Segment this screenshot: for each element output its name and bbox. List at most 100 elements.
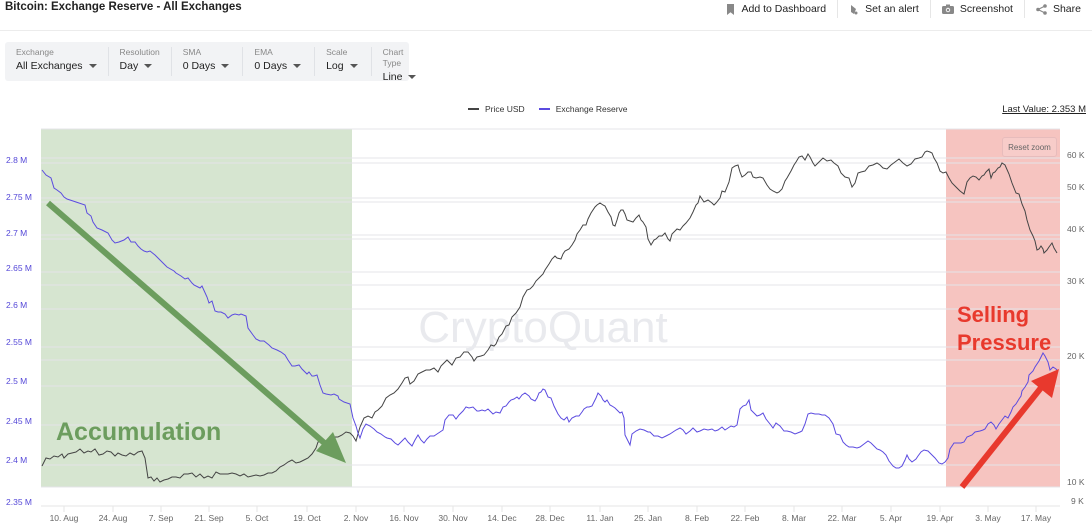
x-axis-ticks [63, 506, 1037, 512]
legend-label-price: Price USD [485, 104, 525, 114]
filter-resolution-value: Day [119, 60, 139, 72]
watermark: CryptoQuant [418, 303, 667, 352]
bell-icon [849, 4, 859, 15]
add-to-dashboard-label: Add to Dashboard [741, 3, 827, 15]
filter-ema[interactable]: EMA 0 Days [242, 47, 314, 76]
caret-down-icon [144, 64, 153, 68]
set-alert-label: Set an alert [865, 3, 919, 15]
share-icon [1036, 3, 1047, 15]
caret-down-icon [349, 64, 358, 68]
x-tick: 21. Sep [194, 513, 224, 523]
legend-swatch-reserve [538, 108, 550, 110]
reset-zoom-button[interactable]: Reset zoom [1002, 137, 1057, 157]
screenshot-label: Screenshot [959, 3, 1013, 15]
page-title: Bitcoin: Exchange Reserve - All Exchange… [5, 1, 242, 13]
x-tick: 16. Nov [389, 513, 419, 523]
x-tick: 8. Mar [782, 513, 806, 523]
x-tick: 22. Feb [731, 513, 760, 523]
header-actions: Add to Dashboard Set an alert Screenshot… [715, 0, 1092, 18]
chart-legend: Price USD Exchange Reserve [468, 104, 628, 114]
caret-down-icon [88, 64, 97, 68]
selling-pressure-line1: Selling [957, 302, 1030, 327]
y-axis-left: 2.8 M 2.75 M 2.7 M 2.65 M 2.6 M 2.55 M 2… [6, 155, 32, 507]
x-tick: 24. Aug [99, 513, 128, 523]
y-right-tick: 9 K [1071, 496, 1084, 506]
screenshot-button[interactable]: Screenshot [929, 0, 1024, 18]
y-right-tick: 50 K [1067, 182, 1085, 192]
filter-scale-value: Log [326, 60, 344, 72]
legend-item-reserve[interactable]: Exchange Reserve [538, 104, 628, 114]
y-left-tick: 2.4 M [6, 455, 27, 465]
filter-chart-type-label: Chart Type [382, 47, 404, 68]
y-left-tick: 2.35 M [6, 497, 32, 507]
filter-ema-value: 0 Days [254, 60, 288, 72]
x-tick: 10. Aug [50, 513, 79, 523]
y-left-tick: 2.5 M [6, 376, 27, 386]
filter-sma[interactable]: SMA 0 Days [170, 47, 243, 76]
x-tick: 11. Jan [586, 513, 614, 523]
x-tick: 19. Apr [927, 513, 954, 523]
filter-chart-type-value: Line [382, 71, 403, 83]
caret-down-icon [221, 64, 230, 68]
x-tick: 5. Apr [880, 513, 902, 523]
x-tick: 3. May [975, 513, 1001, 523]
filter-sma-label: SMA [182, 47, 202, 57]
legend-item-price[interactable]: Price USD [468, 104, 525, 114]
filter-exchange[interactable]: Exchange All Exchanges [5, 47, 108, 76]
filter-resolution-label: Resolution [119, 47, 160, 57]
filter-sma-value: 0 Days [182, 60, 216, 72]
filter-resolution[interactable]: Resolution Day [107, 47, 171, 76]
x-tick: 7. Sep [149, 513, 174, 523]
y-left-tick: 2.65 M [6, 263, 32, 273]
x-tick: 2. Nov [344, 513, 369, 523]
header-divider [0, 30, 1092, 31]
x-axis-labels: 10. Aug 24. Aug 7. Sep 21. Sep 5. Oct 19… [50, 513, 1052, 523]
bookmark-icon [726, 3, 735, 15]
accumulation-arrow [46, 200, 346, 463]
filter-bar: Exchange All Exchanges Resolution Day SM… [5, 42, 417, 83]
x-tick: 17. May [1021, 513, 1052, 523]
y-right-tick: 60 K [1067, 150, 1085, 160]
x-tick: 5. Oct [246, 513, 269, 523]
y-left-tick: 2.45 M [6, 416, 32, 426]
caret-down-icon [293, 64, 302, 68]
y-right-tick: 20 K [1067, 351, 1085, 361]
camera-icon [941, 4, 954, 14]
share-button[interactable]: Share [1023, 0, 1092, 18]
y-left-tick: 2.7 M [6, 228, 27, 238]
series-exchange-reserve [41, 169, 1059, 469]
add-to-dashboard-button[interactable]: Add to Dashboard [715, 0, 837, 18]
caret-down-icon [408, 75, 417, 79]
y-left-tick: 2.8 M [6, 155, 27, 165]
set-alert-button[interactable]: Set an alert [837, 0, 930, 18]
legend-swatch-price [468, 108, 479, 110]
selling-pressure-line2: Pressure [957, 330, 1052, 355]
y-right-tick: 40 K [1067, 224, 1085, 234]
x-tick: 22. Mar [828, 513, 857, 523]
filter-scale-label: Scale [326, 47, 348, 57]
y-left-tick: 2.6 M [6, 300, 27, 310]
series-price-usd [41, 150, 1058, 483]
last-value: Last Value: 2.353 M [1002, 104, 1086, 115]
share-label: Share [1052, 3, 1081, 15]
filter-scale[interactable]: Scale Log [314, 47, 371, 76]
accumulation-region [41, 129, 352, 487]
filter-exchange-value: All Exchanges [16, 60, 83, 72]
x-tick: 30. Nov [438, 513, 468, 523]
selling-pressure-annotation: Selling Pressure [957, 301, 1051, 357]
x-tick: 19. Oct [293, 513, 321, 523]
filter-chart-type[interactable]: Chart Type Line [370, 47, 428, 83]
x-tick: 25. Jan [634, 513, 662, 523]
y-left-tick: 2.75 M [6, 192, 32, 202]
y-right-tick: 30 K [1067, 276, 1085, 286]
x-tick: 28. Dec [535, 513, 565, 523]
filter-exchange-label: Exchange [16, 47, 54, 57]
x-tick: 8. Feb [685, 513, 709, 523]
y-left-tick: 2.55 M [6, 337, 32, 347]
x-tick: 14. Dec [487, 513, 517, 523]
y-right-tick: 10 K [1067, 477, 1085, 487]
legend-label-reserve: Exchange Reserve [555, 104, 628, 114]
accumulation-annotation: Accumulation [56, 418, 222, 446]
filter-ema-label: EMA [254, 47, 273, 57]
